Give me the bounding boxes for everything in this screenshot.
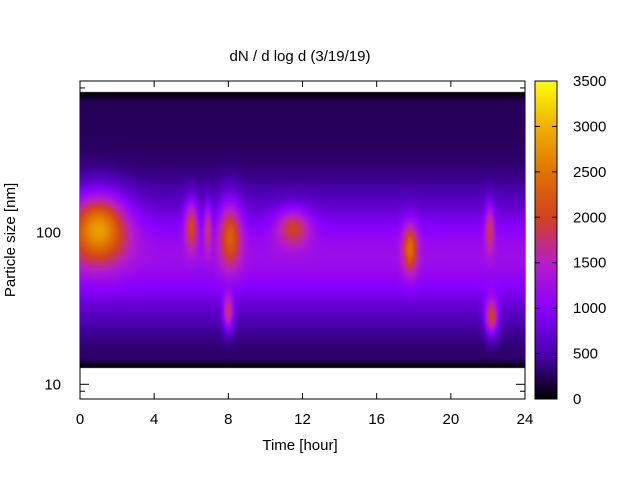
colorbar-tick-label: 1000 <box>573 300 606 317</box>
x-axis-label: Time [hour] <box>262 437 337 454</box>
x-tick-label: 16 <box>368 411 385 428</box>
colorbar-tick-label: 0 <box>573 391 581 408</box>
colorbar-tick-label: 2500 <box>573 164 606 181</box>
colorbar-tick-label: 1500 <box>573 255 606 272</box>
colorbar-ticks: 0 500 1000 1500 2000 2500 3000 3500 <box>535 73 606 408</box>
x-tick-label: 8 <box>224 411 232 428</box>
x-tick-label: 12 <box>294 411 311 428</box>
x-tick-label: 4 <box>150 411 158 428</box>
x-tick-label: 24 <box>517 411 534 428</box>
heatmap-image <box>80 88 525 399</box>
x-tick-label: 0 <box>76 411 84 428</box>
x-tick-label: 20 <box>442 411 459 428</box>
y-axis-label: Particle size [nm] <box>2 183 19 297</box>
colorbar <box>534 80 558 400</box>
y-tick-label: 10 <box>44 376 61 393</box>
y-tick-label: 100 <box>36 225 61 242</box>
colorbar-tick-label: 500 <box>573 346 598 363</box>
chart-title: dN / d log d (3/19/19) <box>230 48 371 65</box>
colorbar-tick-label: 3000 <box>573 118 606 135</box>
x-axis-ticks: 0 4 8 12 16 20 24 <box>76 81 534 428</box>
colorbar-tick-label: 2000 <box>573 209 606 226</box>
colorbar-tick-label: 3500 <box>573 73 606 90</box>
